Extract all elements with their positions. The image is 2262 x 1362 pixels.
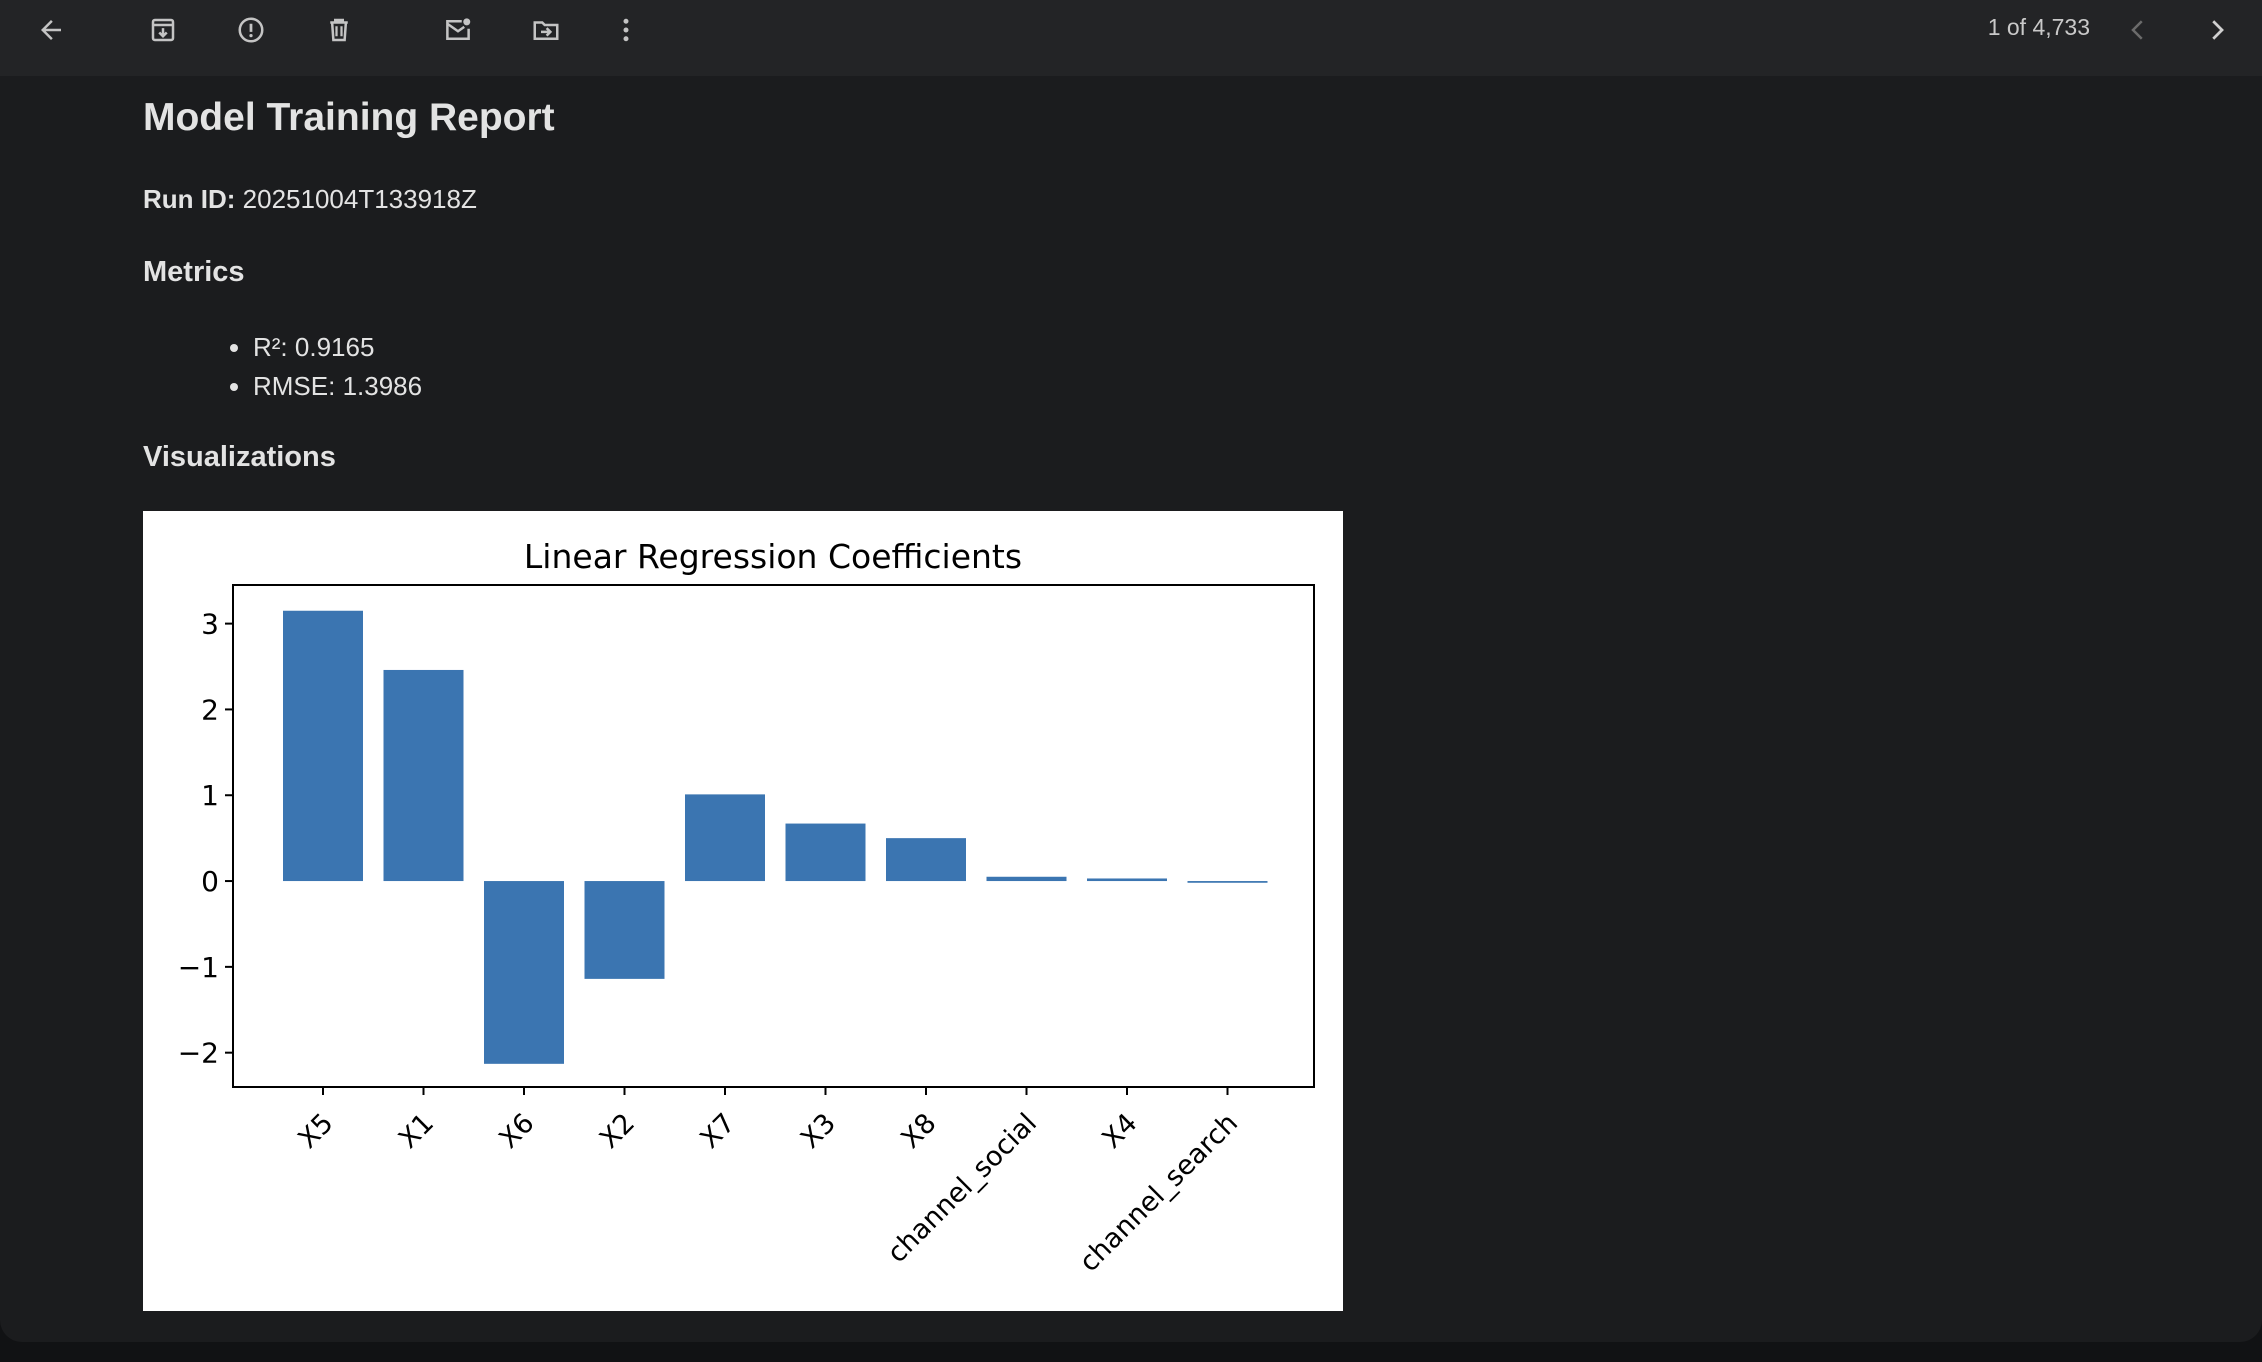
more-button[interactable] (604, 8, 648, 52)
chart-svg: Linear Regression Coefficients X5 X1 X6 X2 X… (143, 511, 1343, 1311)
x-tick-label: X5 (292, 1108, 339, 1155)
trash-icon (324, 15, 354, 45)
pager-count: 1 of 4,733 (1960, 14, 2090, 41)
metrics-heading: Metrics (143, 256, 245, 289)
mark-unread-button[interactable] (436, 8, 480, 52)
mail-unread-icon (443, 15, 473, 45)
metric-rmse: RMSE: 1.3986 (253, 367, 422, 406)
archive-icon (148, 15, 178, 45)
y-tick-label: −2 (178, 1037, 219, 1070)
run-id-label: Run ID: (143, 184, 235, 214)
bar-X6 (484, 881, 564, 1064)
y-tick-label: 0 (201, 865, 219, 898)
bar-channel_social (987, 877, 1067, 881)
x-tick-label: X8 (895, 1108, 942, 1155)
delete-button[interactable] (317, 8, 361, 52)
next-button[interactable] (2195, 8, 2239, 52)
run-id: Run ID: 20251004T133918Z (143, 184, 477, 215)
x-tick-label: X3 (795, 1108, 842, 1155)
x-tick-label: X6 (493, 1108, 540, 1155)
metrics-list: R²: 0.9165 RMSE: 1.3986 (143, 328, 422, 406)
y-tick-label: 3 (201, 608, 219, 641)
bar-X3 (786, 824, 866, 881)
folder-move-icon (531, 15, 561, 45)
x-tick-label: X1 (393, 1108, 440, 1155)
back-button[interactable] (29, 8, 73, 52)
run-id-value: 20251004T133918Z (243, 184, 477, 214)
bar-X8 (886, 838, 966, 881)
x-tick-label: X4 (1096, 1108, 1143, 1155)
prev-button[interactable] (2116, 8, 2160, 52)
move-to-button[interactable] (524, 8, 568, 52)
chevron-left-icon (2123, 15, 2153, 45)
bar-X2 (585, 881, 665, 979)
x-tick-label: X7 (694, 1108, 741, 1155)
bar-X5 (283, 611, 363, 881)
x-tick-label: X2 (594, 1108, 641, 1155)
toolbar: 1 of 4,733 (0, 0, 2262, 76)
bar-X7 (685, 794, 765, 881)
bar-X1 (384, 670, 464, 881)
report-icon (236, 15, 266, 45)
report-spam-button[interactable] (229, 8, 273, 52)
y-tick-label: 2 (201, 693, 219, 726)
chart-title: Linear Regression Coefficients (524, 537, 1022, 576)
chevron-right-icon (2202, 15, 2232, 45)
coefficient-chart: Linear Regression Coefficients X5 X1 X6 X2 X… (143, 511, 1343, 1311)
more-vert-icon (611, 15, 641, 45)
bar-X4 (1087, 878, 1167, 881)
metric-r2: R²: 0.9165 (253, 328, 422, 367)
y-tick-label: −1 (178, 951, 219, 984)
y-tick-label: 1 (201, 779, 219, 812)
visualizations-heading: Visualizations (143, 441, 336, 474)
arrow-left-icon (36, 15, 66, 45)
archive-button[interactable] (141, 8, 185, 52)
bar-channel_search (1188, 881, 1268, 883)
page-title: Model Training Report (143, 96, 555, 140)
